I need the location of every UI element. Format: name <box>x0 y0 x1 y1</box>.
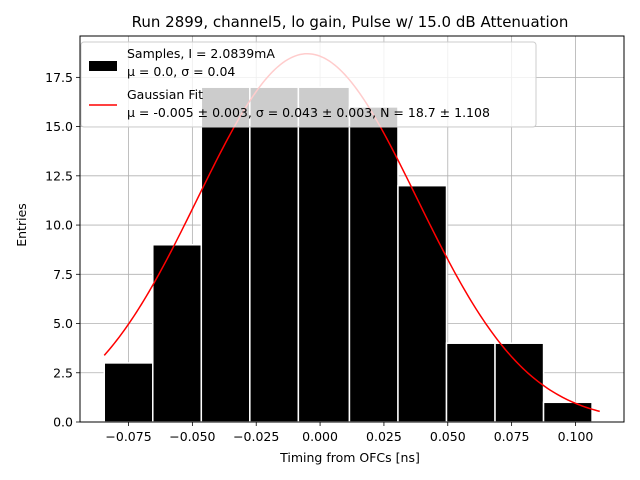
legend-fit-line1: Gaussian Fit <box>127 87 203 102</box>
histogram-bar <box>103 362 154 423</box>
histogram-bar <box>397 184 448 423</box>
x-tick-label: −0.075 <box>105 429 151 444</box>
legend-samples-line2: μ = 0.0, σ = 0.04 <box>127 64 235 79</box>
x-tick-label: 0.075 <box>494 429 530 444</box>
x-tick-label: 0.000 <box>302 429 338 444</box>
y-tick-label: 0.0 <box>53 415 73 430</box>
histogram-bar <box>494 342 545 423</box>
y-tick-label: 2.5 <box>53 365 73 380</box>
histogram-bar <box>348 106 399 423</box>
legend-samples-swatch <box>89 61 117 71</box>
legend: Samples, I = 2.0839mA μ = 0.0, σ = 0.04 … <box>80 41 537 128</box>
plot-frame <box>79 35 625 423</box>
x-tick-label: −0.025 <box>233 429 279 444</box>
histogram-bar <box>297 86 351 423</box>
legend-fit-line2: μ = -0.005 ± 0.003, σ = 0.043 ± 0.003, N… <box>127 105 490 120</box>
chart-title: Run 2899, channel5, lo gain, Pulse w/ 15… <box>132 13 569 31</box>
histogram-bar <box>445 342 496 423</box>
y-tick-label: 10.0 <box>45 218 73 233</box>
y-tick-label: 17.5 <box>45 70 73 85</box>
histogram-bar <box>200 86 251 423</box>
x-tick-label: 0.025 <box>366 429 402 444</box>
histogram-bar <box>249 86 300 423</box>
axis-ticks: −0.075 −0.050 −0.025 0.000 0.025 0.050 0.075 0.… <box>45 70 593 444</box>
legend-box <box>80 41 537 128</box>
histogram-bar <box>542 401 593 423</box>
x-tick-label: 0.050 <box>430 429 466 444</box>
y-tick-label: 7.5 <box>53 267 73 282</box>
x-tick-label: −0.050 <box>169 429 215 444</box>
y-axis-label: Entries <box>14 203 29 247</box>
y-tick-label: 5.0 <box>53 316 73 331</box>
x-axis-label: Timing from OFCs [ns] <box>279 450 420 465</box>
x-tick-label: 0.100 <box>558 429 594 444</box>
histogram-bars <box>103 86 593 423</box>
legend-samples-line1: Samples, I = 2.0839mA <box>127 46 275 61</box>
y-tick-label: 15.0 <box>45 119 73 134</box>
y-tick-label: 12.5 <box>45 168 73 183</box>
